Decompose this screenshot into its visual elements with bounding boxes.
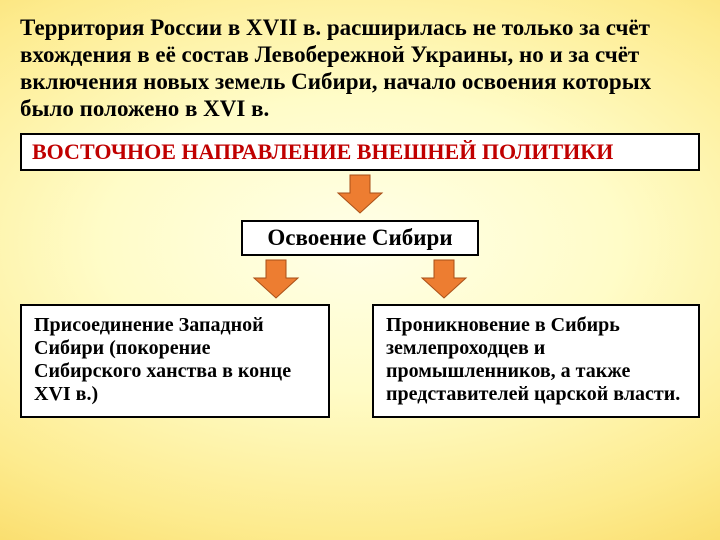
arrow-row-bottom: [20, 258, 700, 300]
leaf-row: Присоединение Западной Сибири (покорение…: [20, 304, 700, 419]
intro-paragraph: Территория России в XVII в. расширилась …: [20, 14, 700, 123]
title-box-text: ВОСТОЧНОЕ НАПРАВЛЕНИЕ ВНЕШНЕЙ ПОЛИТИКИ: [32, 139, 613, 164]
arrow-down-icon: [336, 173, 384, 215]
leaf-box-right: Проникновение в Сибирь землепроходцев и …: [372, 304, 700, 419]
arrow-down-left-icon: [252, 258, 300, 300]
title-box: ВОСТОЧНОЕ НАПРАВЛЕНИЕ ВНЕШНЕЙ ПОЛИТИКИ: [20, 133, 700, 171]
sub-box: Освоение Сибири: [241, 220, 478, 256]
arrow-row-top: [20, 173, 700, 220]
arrow-down-right-icon: [420, 258, 468, 300]
leaf-box-left: Присоединение Западной Сибири (покорение…: [20, 304, 330, 419]
